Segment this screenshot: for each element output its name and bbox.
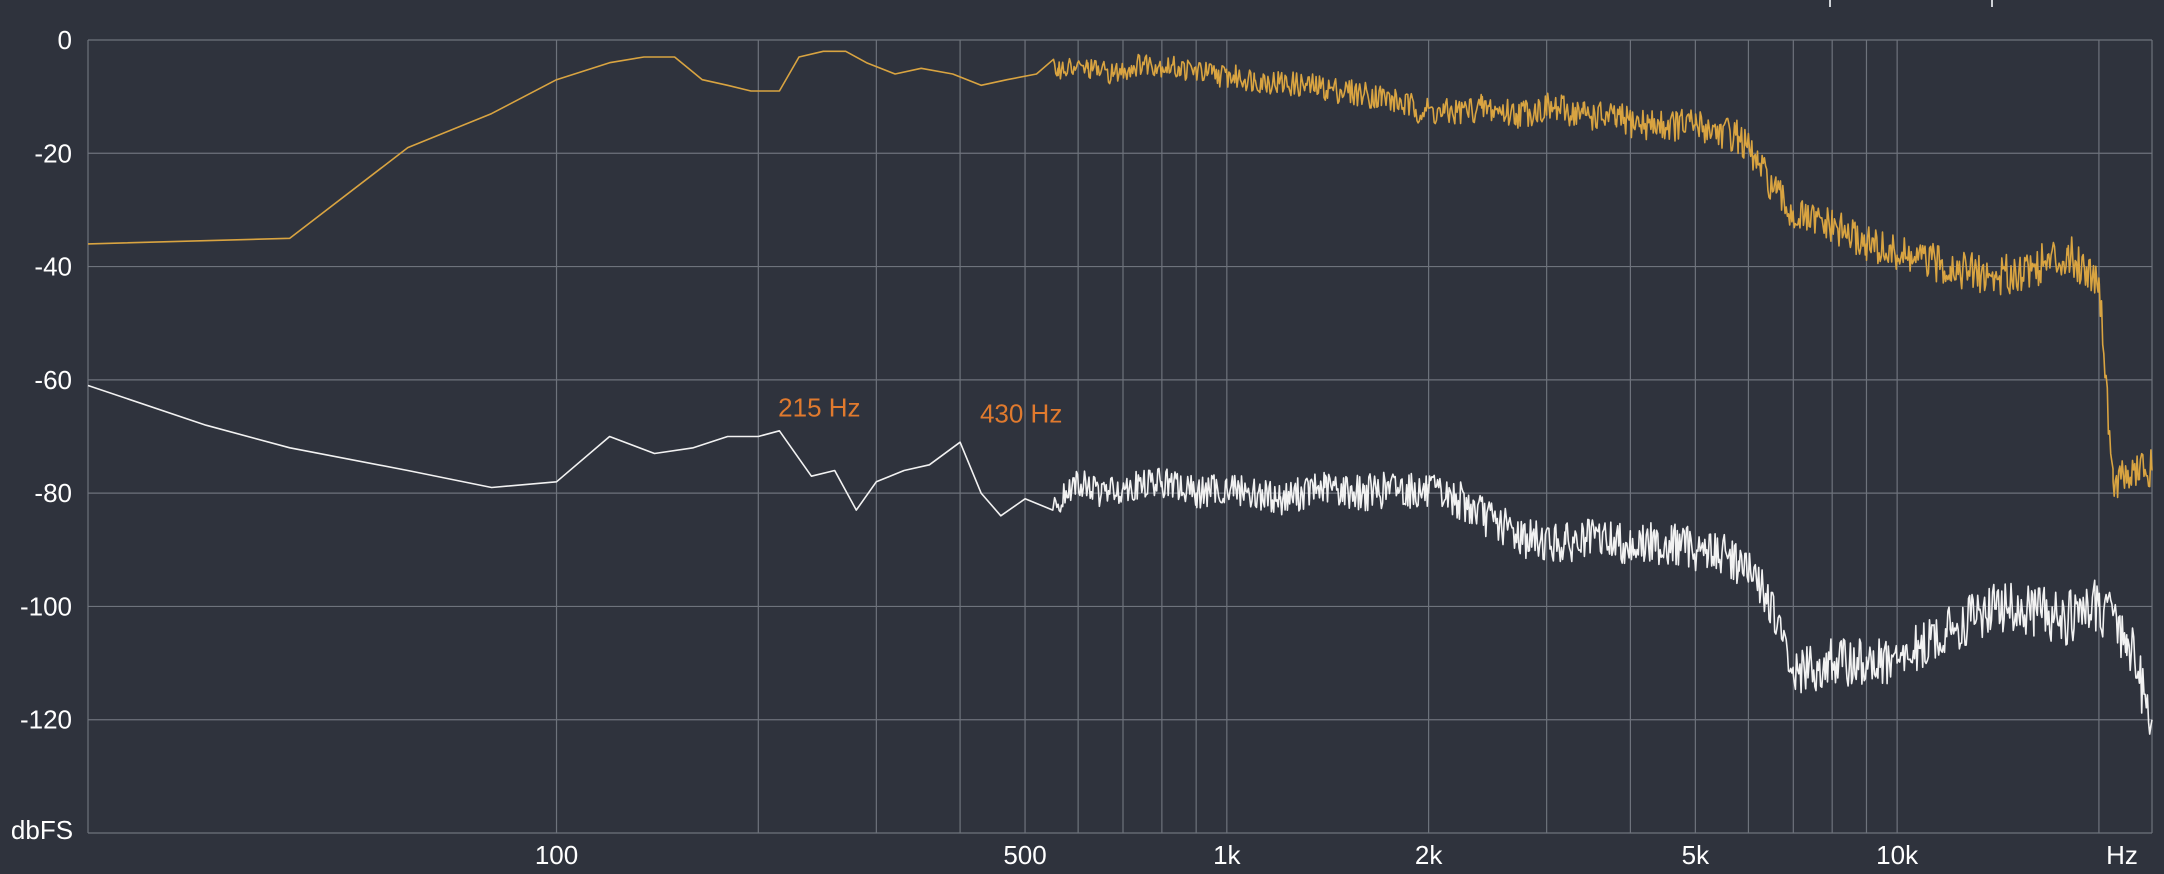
y-axis-title: dbFS xyxy=(11,815,73,845)
x-tick-label: 5k xyxy=(1682,840,1710,870)
y-tick-label: -100 xyxy=(20,591,72,621)
x-tick-label: 100 xyxy=(535,840,578,870)
y-tick-label: -60 xyxy=(34,365,72,395)
y-tick-label: 0 xyxy=(58,25,72,55)
series-line-2 xyxy=(87,384,2153,735)
y-tick-label: -80 xyxy=(34,478,72,508)
x-tick-label: 10k xyxy=(1876,840,1919,870)
axis-labels: dbFS Hz 0 -20 -40 -60 -80 -100 -120 100 500 1k 2k 5… xyxy=(11,25,2138,870)
x-axis-title: Hz xyxy=(2106,840,2138,870)
series-line-1 xyxy=(87,50,2153,499)
peak-annotations: 215 Hz 430 Hz xyxy=(778,393,1062,429)
y-tick-label: -120 xyxy=(20,705,72,735)
y-tick-label: -40 xyxy=(34,252,72,282)
x-tick-label: 2k xyxy=(1415,840,1443,870)
series-lines xyxy=(87,50,2153,735)
y-tick-label: -20 xyxy=(34,138,72,168)
peak-annotation-label: 215 Hz xyxy=(778,393,860,423)
peak-annotation-label: 430 Hz xyxy=(980,398,1062,428)
grid-lines xyxy=(87,0,2153,834)
x-tick-label: 500 xyxy=(1003,840,1046,870)
x-tick-label: 1k xyxy=(1213,840,1241,870)
